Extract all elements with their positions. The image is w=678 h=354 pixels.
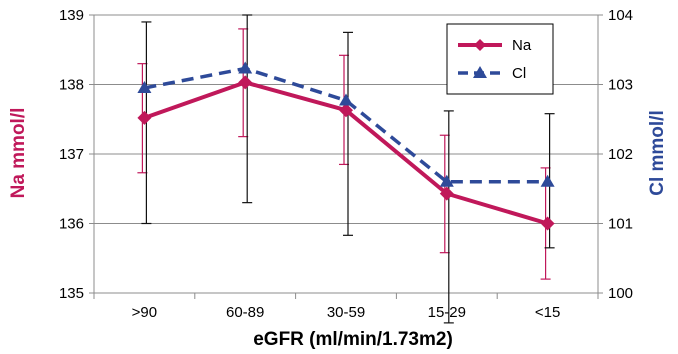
series-line-cl xyxy=(144,66,548,184)
left-y-tick-label: 137 xyxy=(59,146,84,163)
x-axis-title: eGFR (ml/min/1.73m2) xyxy=(253,329,453,350)
data-point-cl xyxy=(540,174,555,187)
data-point-cl xyxy=(439,174,454,187)
data-point-cl xyxy=(238,61,253,74)
right-y-tick-label: 103 xyxy=(608,77,633,94)
data-point-na xyxy=(137,110,152,125)
right-y-tick-label: 102 xyxy=(608,146,633,163)
data-point-na xyxy=(339,103,353,118)
right-y-tick-label: 100 xyxy=(608,285,633,302)
legend-na-label: Na xyxy=(512,37,532,54)
left-y-tick-label: 138 xyxy=(59,77,84,94)
legend-cl-label: Cl xyxy=(512,65,526,82)
left-y-tick-labels: 135 136 137 138 139 xyxy=(59,7,84,302)
axes xyxy=(89,14,603,299)
left-y-tick-label: 139 xyxy=(59,7,84,24)
legend: Na Cl xyxy=(446,23,554,95)
right-y-tick-label: 104 xyxy=(608,7,633,24)
left-y-tick-label: 136 xyxy=(59,216,84,233)
x-tick-label: >90 xyxy=(132,304,157,321)
x-tick-label: 60-89 xyxy=(226,304,264,321)
legend-na-diamond-marker xyxy=(474,39,486,51)
data-point-cl xyxy=(137,80,152,93)
x-tick-label: 15-29 xyxy=(428,304,466,321)
right-y-axis-title: Cl mmol/l xyxy=(647,110,668,196)
left-y-tick-label: 135 xyxy=(59,285,84,302)
data-point-cl xyxy=(339,93,353,106)
data-point-na xyxy=(238,75,253,90)
legend-cl-triangle-marker xyxy=(473,66,487,78)
x-tick-label: 30-59 xyxy=(327,304,365,321)
data-point-na xyxy=(439,186,454,201)
right-y-tick-label: 101 xyxy=(608,216,633,233)
series-markers xyxy=(137,61,555,231)
left-y-axis-title: Na mmol/l xyxy=(8,108,29,199)
legend-box xyxy=(446,23,554,95)
x-tick-label: <15 xyxy=(535,304,560,321)
data-point-na xyxy=(540,216,555,231)
right-y-tick-labels: 100 101 102 103 104 xyxy=(608,7,633,302)
x-tick-labels: >90 60-89 30-59 15-29 <15 xyxy=(132,304,561,321)
